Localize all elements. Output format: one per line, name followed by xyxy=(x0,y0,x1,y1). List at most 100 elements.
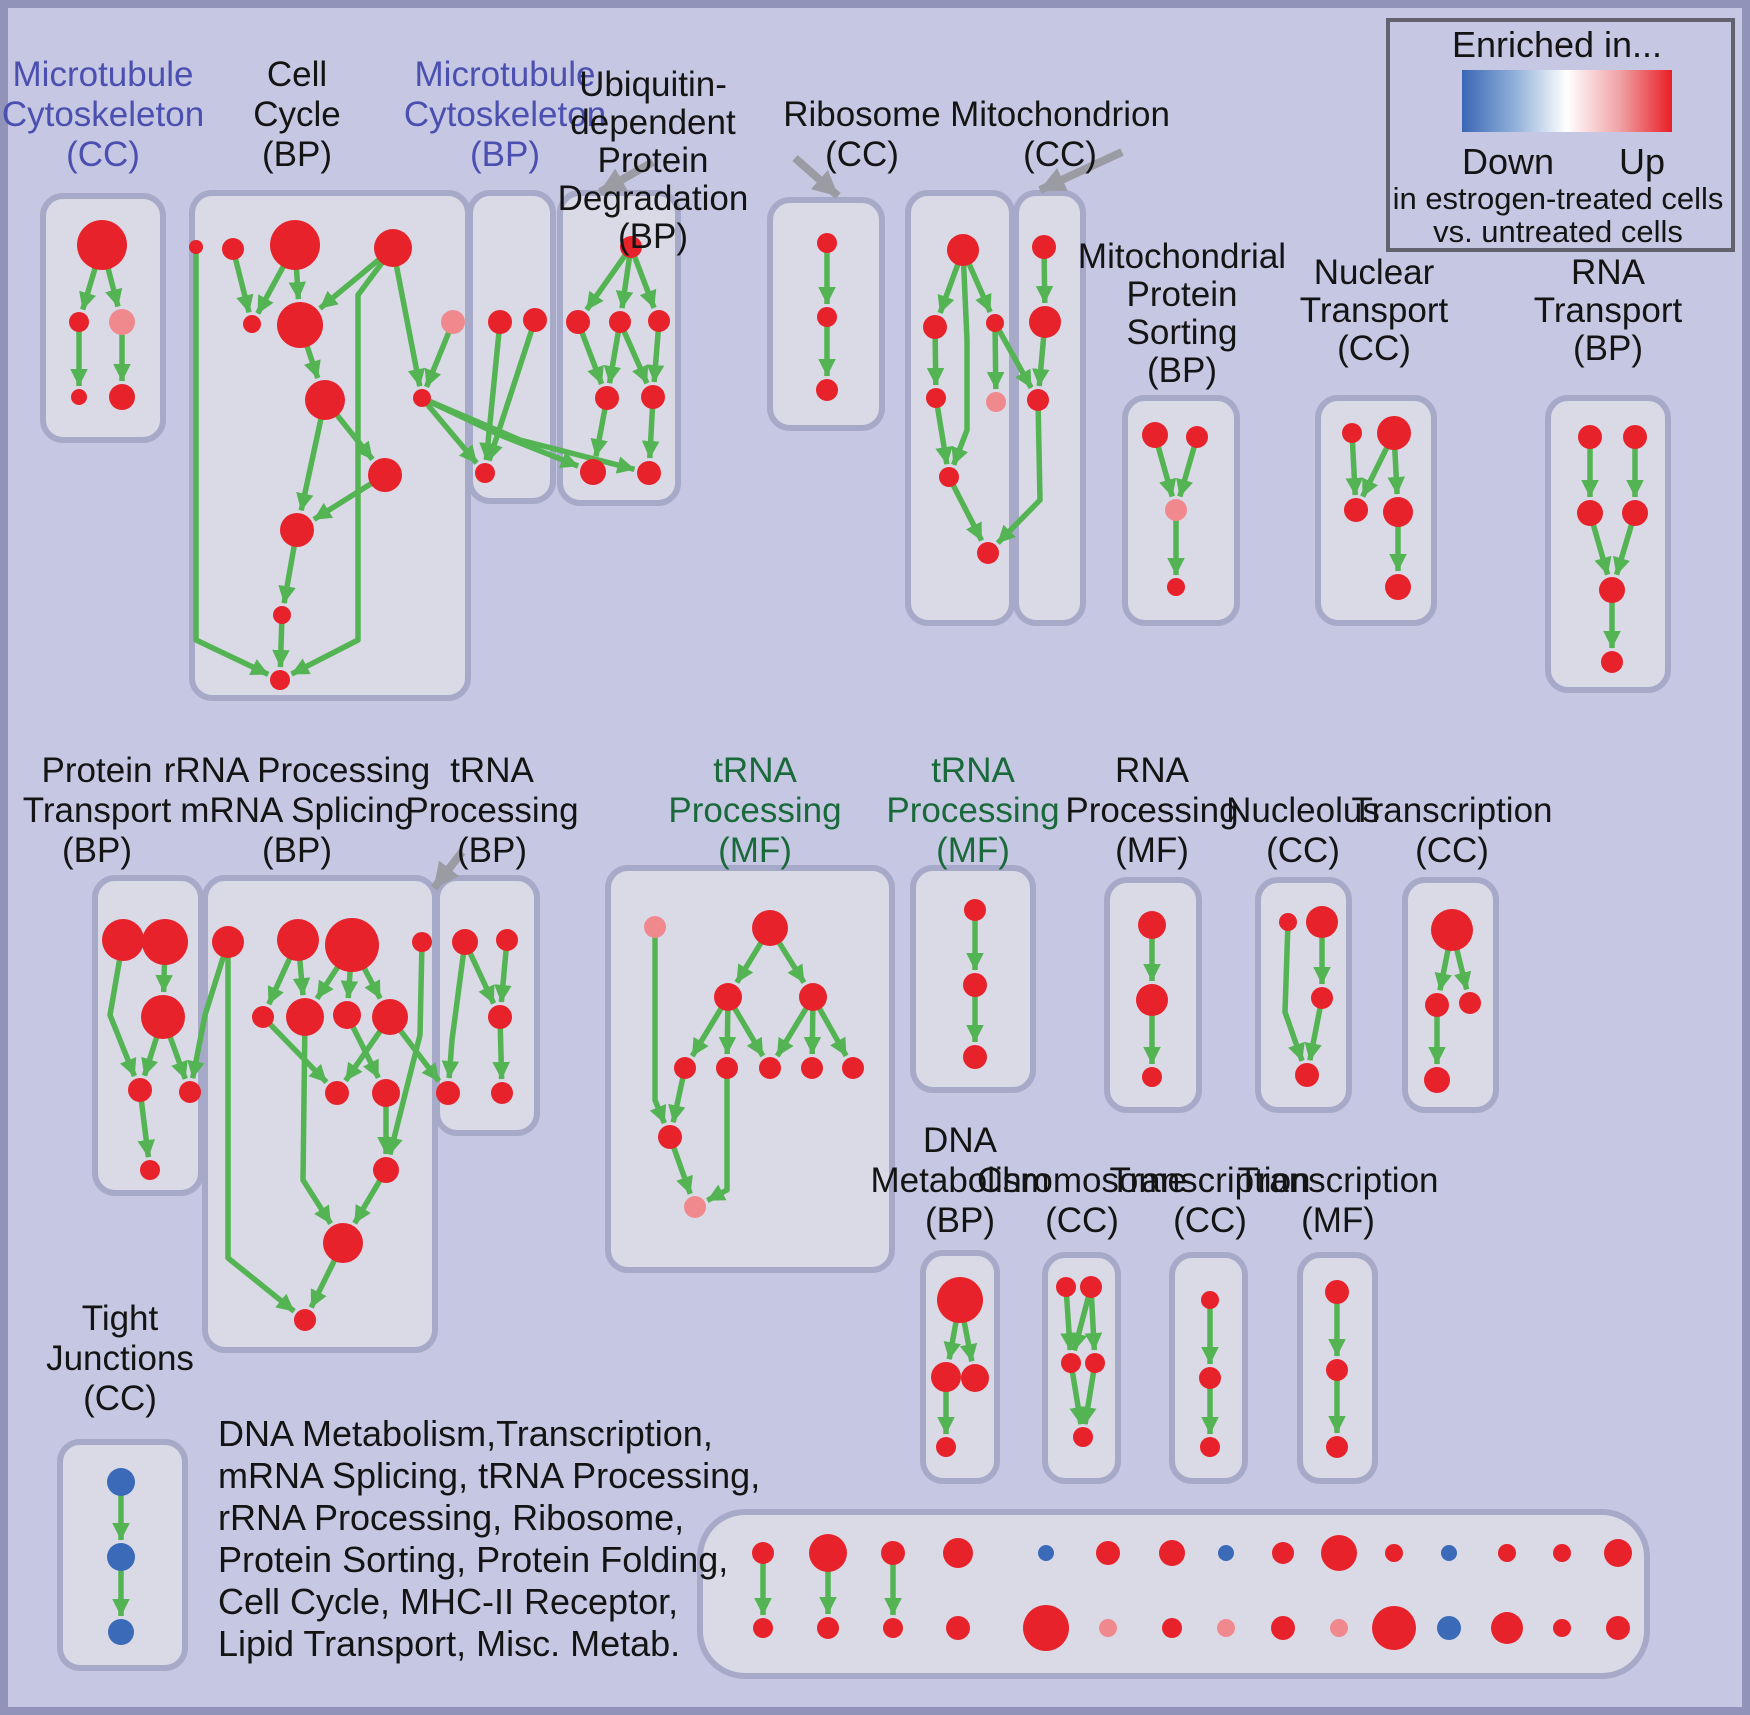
go-term-node-L1 xyxy=(752,910,788,946)
label-transcription-cc-1: Transcription (CC) xyxy=(1352,791,1553,870)
go-term-node-f1 xyxy=(1201,1291,1219,1309)
edge-r3-r5 xyxy=(986,322,1005,390)
go-term-node-e5 xyxy=(1073,1427,1093,1447)
go-term-node-t4 xyxy=(1622,500,1648,526)
go-term-node-bb7 xyxy=(1162,1618,1182,1638)
go-term-node-bb4 xyxy=(946,1616,970,1640)
label-misc-note: DNA Metabolism,Transcription, mRNA Splici… xyxy=(218,1413,760,1664)
go-term-node-a1 xyxy=(77,220,127,270)
go-term-node-bb8 xyxy=(1217,1619,1235,1637)
go-term-node-p3 xyxy=(141,995,185,1039)
go-term-node-w3 xyxy=(963,1045,987,1069)
edge-q3-r7 xyxy=(995,399,1043,545)
edge-L0-N1 xyxy=(649,927,667,1125)
go-term-node-bt9 xyxy=(1272,1542,1294,1564)
label-mito-sorting: Mitochondrial Protein Sorting (BP) xyxy=(1078,237,1286,390)
label-pointer-arrow-3 xyxy=(1038,148,1124,194)
legend-subline-2: vs. untreated cells xyxy=(1433,214,1683,249)
edge-c4-c11 xyxy=(290,246,396,677)
go-term-node-bb11 xyxy=(1372,1606,1416,1650)
go-term-node-u3b xyxy=(641,385,665,409)
go-term-node-d1 xyxy=(937,1277,983,1323)
label-trna-mf-large: tRNA Processing (MF) xyxy=(668,751,841,870)
network-nodes xyxy=(69,220,1648,1651)
go-term-node-bt11 xyxy=(1385,1544,1403,1562)
go-term-node-p4 xyxy=(128,1078,152,1102)
label-trna-mf-small: tRNA Processing (MF) xyxy=(886,751,1059,870)
label-ribosome: Ribosome (CC) xyxy=(783,95,941,174)
go-term-node-n2 xyxy=(1377,416,1411,450)
go-term-node-u4a xyxy=(580,459,606,485)
go-term-node-v2 xyxy=(817,307,837,327)
go-term-node-p2 xyxy=(142,919,188,965)
cluster-box-nuclear-transport xyxy=(1315,395,1437,626)
legend-subline-1: in estrogen-treated cells xyxy=(1393,181,1724,216)
label-pointer-arrow-2 xyxy=(792,155,841,199)
legend-down-label: Down xyxy=(1462,141,1554,182)
go-term-node-tj2 xyxy=(107,1543,135,1571)
go-term-node-y3 xyxy=(1311,987,1333,1009)
label-pointer-arrow-1 xyxy=(598,158,655,196)
go-term-node-h2 xyxy=(286,998,324,1036)
label-rna-transport: RNA Transport (BP) xyxy=(1534,253,1683,368)
edge-r3-q3 xyxy=(992,321,1034,390)
go-term-node-c3 xyxy=(270,220,320,270)
legend-up-label: Up xyxy=(1619,141,1665,182)
go-term-node-tj3 xyxy=(108,1619,134,1645)
go-term-node-n3 xyxy=(1344,498,1368,522)
go-term-node-y1 xyxy=(1279,913,1297,931)
go-term-node-bb6 xyxy=(1099,1619,1117,1637)
edge-p1-p4 xyxy=(107,939,137,1078)
go-term-node-w2 xyxy=(963,973,987,997)
edge-M2-N2 xyxy=(706,1068,730,1203)
go-term-node-c4 xyxy=(374,229,412,267)
go-term-node-e3 xyxy=(1061,1353,1081,1373)
go-term-node-M3 xyxy=(759,1057,781,1079)
go-term-node-q3 xyxy=(1027,389,1049,411)
label-rna-processing-mf: RNA Processing (MF) xyxy=(1065,751,1238,870)
go-term-node-x2 xyxy=(1136,984,1168,1016)
label-chromosome: Chromosome (CC) xyxy=(977,1161,1187,1240)
go-term-node-a2 xyxy=(69,312,89,332)
go-term-node-x1 xyxy=(1138,911,1166,939)
go-term-node-bb5 xyxy=(1023,1605,1069,1651)
go-term-node-z4 xyxy=(1424,1067,1450,1093)
cluster-box-cell-cycle xyxy=(189,190,471,701)
go-term-node-k1 xyxy=(452,929,478,955)
legend-gradient-bar xyxy=(1462,70,1672,132)
label-ubiquitin: Ubiquitin-dependent Protein Degradation (BP… xyxy=(558,65,749,256)
go-term-node-u3a xyxy=(595,386,619,410)
go-term-node-g4 xyxy=(412,932,432,952)
go-term-node-r4 xyxy=(926,388,946,408)
go-term-node-bt15 xyxy=(1604,1539,1632,1567)
go-term-node-c12 xyxy=(413,389,431,407)
label-transcription-mf: Transcription (MF) xyxy=(1238,1161,1439,1240)
go-term-node-bt14 xyxy=(1553,1544,1571,1562)
go-term-node-o1 xyxy=(1325,1280,1349,1304)
edge-e4-e5 xyxy=(1079,1362,1098,1425)
label-nucleolus: Nucleolus (CC) xyxy=(1226,791,1380,870)
go-term-node-r7 xyxy=(977,542,999,564)
edge-r4-r6 xyxy=(933,397,953,465)
go-term-node-v1 xyxy=(817,233,837,253)
go-term-node-u1 xyxy=(620,236,642,258)
go-term-node-s1 xyxy=(1142,422,1168,448)
go-term-node-L2 xyxy=(714,983,742,1011)
label-transcription-cc-2: Transcription (CC) xyxy=(1110,1161,1311,1240)
edge-g1-j3 xyxy=(225,942,296,1314)
go-term-node-bt13 xyxy=(1498,1544,1516,1562)
go-term-node-e1 xyxy=(1056,1277,1076,1297)
go-term-node-bb9 xyxy=(1271,1616,1295,1640)
go-term-node-z3 xyxy=(1459,992,1481,1014)
go-term-node-k2 xyxy=(496,929,518,951)
go-term-node-bb13 xyxy=(1491,1612,1523,1644)
go-term-node-p6 xyxy=(140,1160,160,1180)
label-mitochondrion: Mitochondrion (CC) xyxy=(950,95,1170,174)
go-term-node-u2c xyxy=(648,310,670,332)
go-term-node-j3 xyxy=(294,1309,316,1331)
go-term-node-L3 xyxy=(799,983,827,1011)
go-term-node-bt3 xyxy=(881,1541,905,1565)
go-term-node-t1 xyxy=(1578,425,1602,449)
edge-r6-r7 xyxy=(946,475,985,542)
